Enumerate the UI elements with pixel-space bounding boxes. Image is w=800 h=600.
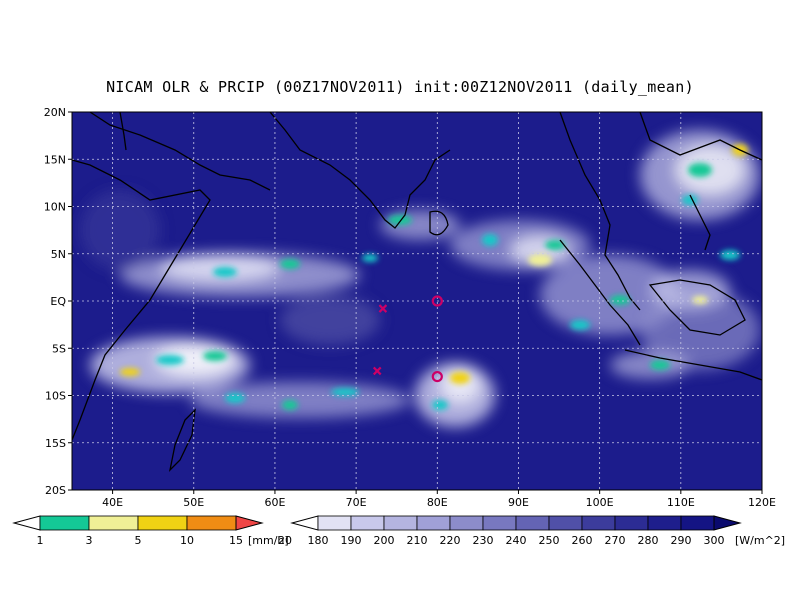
olr-colorbar: 180 190 200 210 220 230 240 250 260 270 280 290 300 [… bbox=[290, 515, 785, 547]
lon-tick-label: 60E bbox=[264, 496, 285, 509]
colorbar-unit: [mm/h] bbox=[248, 534, 289, 547]
colorbar-unit: [W/m^2] bbox=[735, 534, 785, 547]
colorbar-label: 180 bbox=[308, 534, 329, 547]
precip-colorbar: 1 3 5 10 15 20[mm/h] bbox=[12, 515, 292, 547]
colorbar-label: 300 bbox=[704, 534, 725, 547]
colorbar-label: 290 bbox=[671, 534, 692, 547]
colorbar-swatch bbox=[39, 515, 90, 531]
lat-tick-label: 10N bbox=[44, 201, 66, 214]
latitude-axis: 20N 15N 10N 5N EQ 5S 10S 15S 20S bbox=[44, 106, 72, 497]
colorbar-swatch bbox=[186, 515, 237, 531]
chart-title: NICAM OLR & PRCIP (00Z17NOV2011) init:00… bbox=[106, 78, 694, 96]
colorbar-low-arrow bbox=[290, 515, 319, 531]
colorbar-label: 280 bbox=[638, 534, 659, 547]
colorbar-label: 250 bbox=[539, 534, 560, 547]
colorbar-label: 240 bbox=[506, 534, 527, 547]
colorbar-swatch bbox=[482, 515, 517, 531]
lon-tick-label: 40E bbox=[102, 496, 123, 509]
precip-field bbox=[120, 144, 748, 410]
lat-tick-label: EQ bbox=[50, 295, 66, 308]
lon-tick-label: 70E bbox=[346, 496, 367, 509]
colorbar-low-arrow bbox=[12, 515, 41, 531]
colorbar-swatch bbox=[88, 515, 139, 531]
lat-tick-label: 20N bbox=[44, 106, 66, 119]
colorbar-high-arrow bbox=[235, 515, 264, 531]
colorbar-swatch bbox=[137, 515, 188, 531]
lat-tick-label: 5S bbox=[52, 342, 66, 355]
colorbar-label: 230 bbox=[473, 534, 494, 547]
colorbar-swatch bbox=[350, 515, 385, 531]
colorbar-swatch bbox=[515, 515, 550, 531]
colorbar-swatch bbox=[647, 515, 682, 531]
lat-tick-label: 15N bbox=[44, 153, 66, 166]
colorbar-swatch bbox=[449, 515, 484, 531]
colorbar-label: 260 bbox=[572, 534, 593, 547]
lon-tick-label: 110E bbox=[667, 496, 695, 509]
coastlines bbox=[72, 112, 762, 472]
colorbar-swatch bbox=[383, 515, 418, 531]
colorbar-label: 5 bbox=[135, 534, 142, 547]
lat-tick-label: 15S bbox=[45, 437, 66, 450]
colorbar-swatch bbox=[581, 515, 616, 531]
colorbar-label: 210 bbox=[407, 534, 428, 547]
colorbar-label: 10 bbox=[180, 534, 194, 547]
colorbar-swatch bbox=[548, 515, 583, 531]
lat-tick-label: 5N bbox=[51, 248, 66, 261]
x-marker bbox=[378, 304, 388, 313]
colorbar-swatch bbox=[614, 515, 649, 531]
lon-tick-label: 90E bbox=[508, 496, 529, 509]
storm-markers bbox=[372, 295, 443, 383]
colorbar-swatch bbox=[317, 515, 352, 531]
colorbar-label: 15 bbox=[229, 534, 243, 547]
colorbar-label: 200 bbox=[374, 534, 395, 547]
colorbar-label: 190 bbox=[341, 534, 362, 547]
lon-tick-label: 50E bbox=[183, 496, 204, 509]
gridlines bbox=[72, 112, 762, 490]
colorbar-label: 3 bbox=[86, 534, 93, 547]
colorbar-swatch bbox=[416, 515, 451, 531]
x-marker bbox=[372, 366, 382, 376]
lon-tick-label: 120E bbox=[748, 496, 776, 509]
colorbar-label: 220 bbox=[440, 534, 461, 547]
colorbar-high-arrow bbox=[713, 515, 742, 531]
lon-tick-label: 100E bbox=[586, 496, 614, 509]
circle-marker bbox=[431, 295, 443, 307]
lon-tick-label: 80E bbox=[427, 496, 448, 509]
colorbar-swatch bbox=[680, 515, 715, 531]
lat-tick-label: 20S bbox=[45, 484, 66, 497]
colorbar-label: 1 bbox=[37, 534, 44, 547]
colorbar-label: 270 bbox=[605, 534, 626, 547]
longitude-axis: 40E 50E 60E 70E 80E 90E 100E 110E 120E bbox=[102, 490, 776, 509]
lat-tick-label: 10S bbox=[45, 390, 66, 403]
circle-marker bbox=[431, 371, 443, 383]
colorbar-label: 20 bbox=[278, 534, 292, 547]
